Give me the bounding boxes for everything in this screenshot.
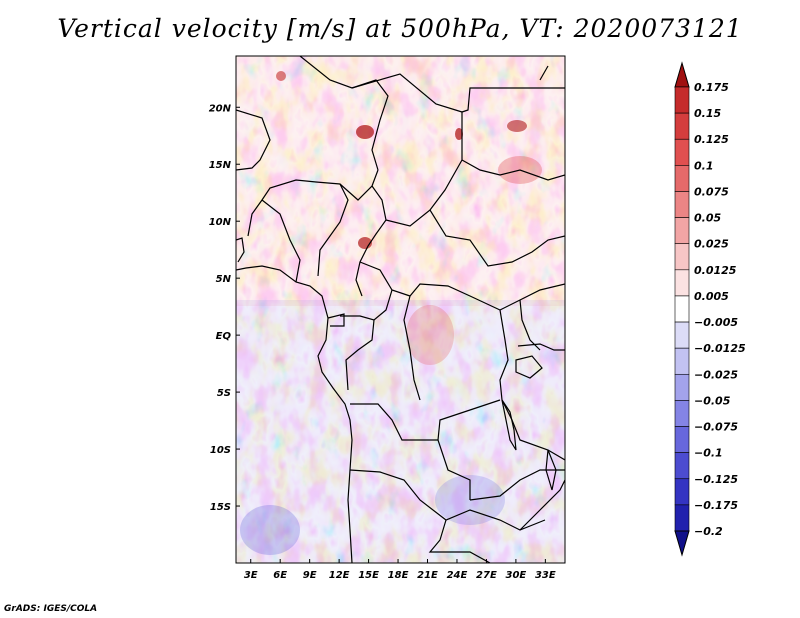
lat-label: 5N: [216, 274, 232, 285]
colorbar-swatch: [674, 86, 690, 114]
colorbar-swatch: [674, 478, 690, 506]
lon-label: 24E: [447, 570, 468, 581]
colorbar-label: −0.125: [694, 473, 738, 486]
plot-frame: [235, 55, 566, 564]
colorbar-label: 0.175: [694, 81, 729, 94]
colorbar-swatch: [674, 165, 690, 192]
footer-credit: GrADS: IGES/COLA: [4, 604, 98, 614]
colorbar-swatch: [674, 504, 690, 532]
lon-label: 18E: [388, 570, 409, 581]
lon-label: 3E: [244, 570, 258, 581]
colorbar-label: −0.1: [694, 447, 723, 460]
lat-label: 20N: [209, 103, 232, 114]
colorbar-swatch: [674, 138, 690, 166]
lat-label: 10N: [209, 217, 232, 228]
colorbar-swatch: [674, 373, 690, 401]
colorbar-swatch: [674, 347, 690, 375]
colorbar-swatch: [674, 217, 690, 245]
colorbar-swatch: [674, 452, 690, 480]
colorbar-top-arrow: [674, 61, 690, 88]
lon-label: 30E: [506, 570, 527, 581]
vertical-velocity-field: [236, 56, 565, 563]
latitude-labels: 20N 15N 10N 5N EQ 5S 10S 15S: [209, 103, 240, 513]
colorbar-label: −0.075: [694, 421, 738, 434]
colorbar-swatch: [674, 269, 690, 297]
colorbar-legend: 0.175 0.15 0.125 0.1 0.075 0.05 0.025 0.0125 0.0…: [674, 61, 746, 557]
lat-label: 10S: [210, 445, 231, 456]
lon-label: 21E: [417, 570, 438, 581]
longitude-labels: 3E 6E 9E 12E 15E 18E 21E 24E 27E 30E 33E: [244, 559, 556, 581]
lon-label: 6E: [273, 570, 287, 581]
colorbar-label: −0.2: [694, 525, 723, 538]
lon-label: 12E: [329, 570, 350, 581]
colorbar-label: 0.05: [694, 212, 721, 225]
colorbar-bottom-arrow: [674, 530, 690, 557]
colorbar-label: 0.005: [694, 290, 729, 303]
colorbar-label: −0.175: [694, 499, 738, 512]
colorbar-swatch: [674, 400, 690, 427]
colorbar-label: −0.0125: [694, 342, 746, 355]
colorbar-swatch: [674, 112, 690, 140]
colorbar-label: 0.1: [694, 159, 714, 172]
colorbar-label: 0.025: [694, 238, 729, 251]
country-borders: [236, 56, 565, 563]
chart-title: Vertical velocity [m/s] at 500hPa, VT: 2…: [57, 14, 743, 43]
colorbar-label: −0.025: [694, 368, 738, 381]
lon-label: 15E: [358, 570, 379, 581]
colorbar-label: 0.0125: [694, 264, 737, 277]
colorbar-swatch: [674, 243, 690, 271]
colorbar-label: −0.005: [694, 316, 738, 329]
colorbar-swatch: [674, 426, 690, 453]
colorbar-label: 0.125: [694, 133, 729, 146]
lon-label: 33E: [535, 570, 556, 581]
colorbar-swatch: [674, 191, 690, 218]
colorbar-label: 0.15: [694, 107, 721, 120]
colorbar-swatch: [674, 321, 690, 349]
lat-label: 15N: [209, 160, 232, 171]
colorbar-swatch: [674, 295, 690, 323]
lon-label: 9E: [303, 570, 317, 581]
colorbar-label: −0.05: [694, 394, 731, 407]
lat-label: EQ: [216, 331, 232, 342]
lon-label: 27E: [476, 570, 497, 581]
colorbar-label: 0.075: [694, 185, 729, 198]
lat-label: 15S: [210, 502, 231, 513]
lat-label: 5S: [217, 388, 231, 399]
